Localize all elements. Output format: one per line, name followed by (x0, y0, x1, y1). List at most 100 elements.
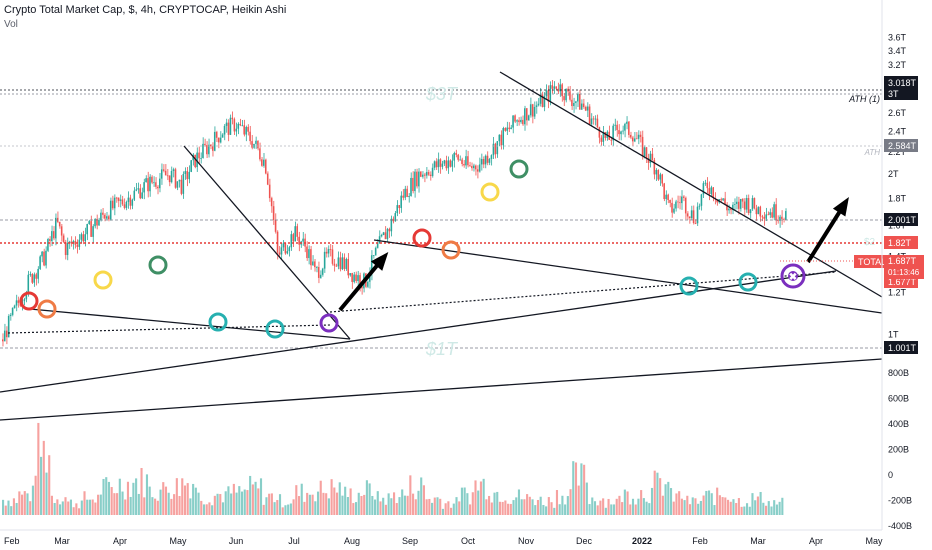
marker-circle (37, 299, 57, 319)
candle-body (241, 125, 243, 127)
volume-bar (588, 504, 591, 515)
volume-bar (151, 497, 154, 515)
candle-body (600, 137, 603, 142)
volume-bar (550, 502, 553, 515)
volume-bar (34, 475, 37, 515)
candle-body (651, 153, 654, 161)
volume-bar (710, 493, 713, 515)
candle-body (628, 121, 630, 135)
volume-bar (91, 499, 94, 515)
volume-bar (737, 498, 740, 515)
candle-body (223, 125, 226, 135)
candle-body (516, 120, 518, 122)
volume-bar (629, 504, 632, 515)
candle-body (522, 119, 524, 125)
volume-bar (50, 495, 53, 515)
volume-bar (531, 499, 534, 515)
candle-body (443, 160, 446, 164)
candle-body (162, 169, 165, 171)
candle-body (245, 126, 247, 135)
volume-bar (75, 503, 78, 515)
volume-bar (504, 500, 507, 515)
volume-bar (469, 504, 472, 515)
candle-body (633, 138, 636, 142)
candle-body (204, 143, 206, 146)
candle-body (549, 85, 552, 102)
price-label: 3.018T (888, 78, 917, 88)
candle-body (153, 182, 155, 184)
candle-body (58, 221, 61, 227)
marker-cross-icon: ✖ (789, 272, 797, 283)
volume-bar (303, 501, 306, 515)
price-label-box (884, 87, 918, 100)
candle-body (677, 201, 679, 203)
candle-body (249, 131, 251, 142)
candle-body (675, 201, 677, 209)
candle-body (172, 169, 175, 171)
candle-body (771, 212, 773, 218)
volume-bar (735, 503, 738, 515)
candle-body (196, 152, 198, 168)
candle-body (51, 231, 53, 242)
volume-bar (67, 501, 70, 515)
candle-body (737, 201, 740, 209)
candle-body (337, 257, 340, 267)
candle-body (284, 243, 287, 254)
candle-body (314, 261, 316, 268)
candle-body (580, 103, 583, 110)
candle-body (447, 160, 450, 169)
candle-body (341, 257, 344, 270)
volume-bar (254, 481, 257, 515)
volume-bar (759, 491, 762, 515)
candle-body (451, 160, 453, 167)
candle-body (233, 119, 236, 132)
volume-bar (18, 491, 21, 515)
candle-body (345, 259, 347, 269)
candle-body (70, 241, 73, 244)
volume-bar (105, 477, 108, 515)
candle-body (527, 115, 530, 121)
volume-bar (561, 495, 564, 515)
candle-body (96, 218, 98, 226)
current-price-box (884, 255, 924, 279)
candle-body (184, 171, 187, 174)
candle-body (777, 220, 779, 222)
candle-body (565, 88, 567, 101)
candle-body (429, 174, 432, 176)
candle-body (178, 179, 181, 182)
candle-body (555, 86, 557, 89)
candle-body (308, 249, 310, 259)
volume-bar (417, 490, 420, 515)
volume-bar (596, 505, 599, 515)
time-tick-label: Jul (288, 536, 300, 546)
candle-body (529, 104, 532, 116)
candle-body (321, 268, 324, 275)
volume-bar (132, 482, 135, 515)
candle-body (29, 273, 32, 275)
volume-bar (602, 498, 605, 515)
volume-bar (515, 497, 518, 515)
volume-bar (447, 501, 450, 515)
price-label: 2.001T (888, 215, 917, 225)
candle-body (237, 123, 240, 129)
candle-body (653, 160, 656, 175)
candle-body (180, 179, 183, 194)
candle-body (473, 165, 475, 169)
candle-body (439, 159, 442, 167)
volume-bar (224, 491, 227, 515)
volume-bar (189, 498, 192, 515)
candle-body (404, 188, 406, 198)
volume-bar (31, 485, 34, 515)
candle-body (206, 145, 208, 155)
volume-bar (10, 506, 13, 515)
volume-bar (21, 494, 24, 515)
candle-body (398, 205, 400, 209)
marker-circle-current (780, 263, 806, 289)
candle-body (514, 115, 516, 122)
time-tick-label: Mar (54, 536, 70, 546)
candle-body (47, 239, 49, 251)
time-tick-label: 2022 (632, 536, 652, 546)
candle-body (282, 243, 285, 248)
volume-bar (69, 499, 72, 515)
